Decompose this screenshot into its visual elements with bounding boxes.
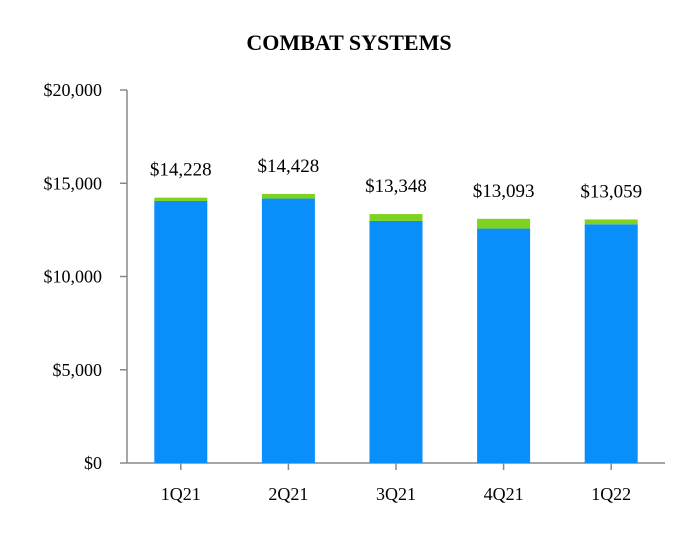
bar-segment-primary bbox=[154, 200, 208, 463]
x-tick-label: 1Q22 bbox=[591, 484, 631, 504]
y-tick-label: $10,000 bbox=[44, 267, 103, 287]
bar-value-label: $13,348 bbox=[365, 176, 427, 197]
bar-segment-secondary bbox=[369, 214, 423, 221]
bar-segment-secondary bbox=[477, 218, 531, 229]
bar-value-label: $13,093 bbox=[473, 181, 535, 202]
y-tick-label: $20,000 bbox=[44, 80, 103, 100]
bar-segment-secondary bbox=[154, 197, 208, 201]
y-tick-label: $5,000 bbox=[53, 360, 103, 380]
bar-value-label: $14,228 bbox=[150, 160, 212, 181]
bar-value-label: $13,059 bbox=[580, 181, 642, 202]
x-tick-label: 3Q21 bbox=[376, 484, 416, 504]
y-tick-label: $15,000 bbox=[44, 173, 103, 193]
bar-value-label: $14,428 bbox=[258, 156, 320, 177]
bar-segment-primary bbox=[261, 198, 315, 463]
data-labels: $14,228 $14,428 $13,348 $13,093 $13,059 bbox=[150, 156, 642, 203]
bar-segment-primary bbox=[369, 220, 423, 463]
bar-segment-primary bbox=[477, 228, 531, 463]
y-tick-label: $0 bbox=[84, 453, 102, 473]
chart-title: COMBAT SYSTEMS bbox=[246, 30, 451, 55]
x-tick-label: 2Q21 bbox=[268, 484, 308, 504]
x-tick-label: 1Q21 bbox=[161, 484, 201, 504]
bar-segment-secondary bbox=[584, 219, 638, 225]
x-tick-label: 4Q21 bbox=[484, 484, 524, 504]
bar-segment-primary bbox=[584, 224, 638, 463]
bars bbox=[154, 193, 638, 463]
axes: $0 $5,000 $10,000 $15,000 $20,000 1Q21 2Q21 3Q2… bbox=[44, 80, 665, 504]
bar-segment-secondary bbox=[261, 193, 315, 199]
